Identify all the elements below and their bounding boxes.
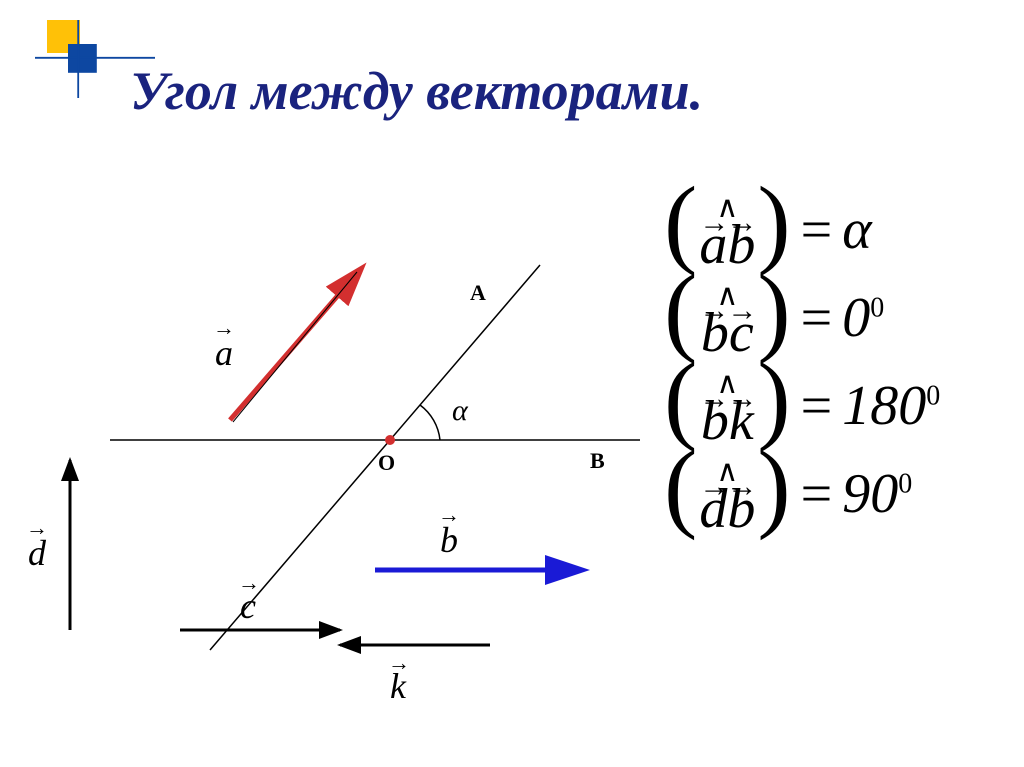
formula-db: ( ∧ →→ db ) = 900 xyxy=(664,454,994,534)
vector-c-label: c xyxy=(240,586,256,626)
angle-arc xyxy=(420,405,440,440)
vector-diagram: α О А В → a → b → c → k → d xyxy=(20,210,660,710)
formula-bc: ( ∧ →→ bc ) = 00 xyxy=(664,278,994,358)
formula-bk: ( ∧ →→ bk ) = 1800 xyxy=(664,366,994,446)
vector-a-label: a xyxy=(215,333,233,373)
label-B: В xyxy=(590,448,605,473)
label-O: О xyxy=(378,450,395,475)
slide-title: Угол между векторами. xyxy=(130,60,703,122)
vector-k-label: k xyxy=(390,666,407,706)
formula-ab: ( ∧ →→ ab ) = α xyxy=(664,190,994,270)
vector-d-label: d xyxy=(28,533,47,573)
formula-list: ( ∧ →→ ab ) = α ( ∧ →→ bc ) = 00 ( ∧ xyxy=(664,190,994,542)
slide: Угол между векторами. α О А В → a xyxy=(0,0,1024,767)
point-O xyxy=(385,435,395,445)
angle-label-alpha: α xyxy=(452,394,469,427)
label-A: А xyxy=(470,280,486,305)
vector-b-label: b xyxy=(440,520,458,560)
